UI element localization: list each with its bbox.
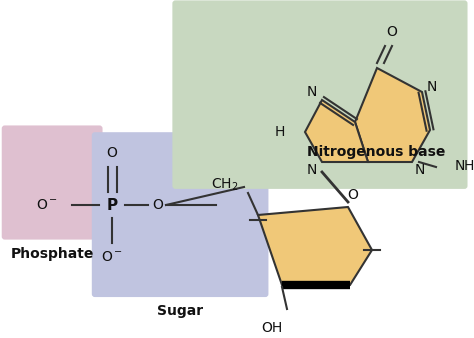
- Text: O: O: [387, 25, 397, 39]
- Text: N: N: [415, 163, 425, 177]
- Text: N: N: [307, 163, 317, 177]
- Text: Sugar: Sugar: [157, 304, 203, 318]
- FancyBboxPatch shape: [173, 0, 467, 189]
- Text: O: O: [347, 188, 358, 202]
- Text: Nitrogenous base: Nitrogenous base: [307, 145, 446, 159]
- Text: O: O: [153, 198, 164, 212]
- FancyBboxPatch shape: [2, 125, 102, 240]
- Text: N: N: [307, 85, 317, 99]
- Text: P: P: [107, 197, 118, 213]
- Text: CH$_2$: CH$_2$: [210, 177, 238, 193]
- Polygon shape: [355, 68, 430, 162]
- Text: NH$_2$: NH$_2$: [454, 159, 474, 175]
- FancyBboxPatch shape: [92, 132, 268, 297]
- Text: OH: OH: [261, 321, 283, 335]
- Text: O$^-$: O$^-$: [101, 250, 123, 264]
- Text: O$^-$: O$^-$: [36, 198, 58, 212]
- Polygon shape: [258, 207, 372, 285]
- Text: O: O: [107, 146, 118, 160]
- Text: Phosphate: Phosphate: [10, 247, 94, 261]
- Text: H: H: [274, 125, 285, 139]
- Polygon shape: [305, 100, 368, 162]
- Text: N: N: [427, 80, 437, 94]
